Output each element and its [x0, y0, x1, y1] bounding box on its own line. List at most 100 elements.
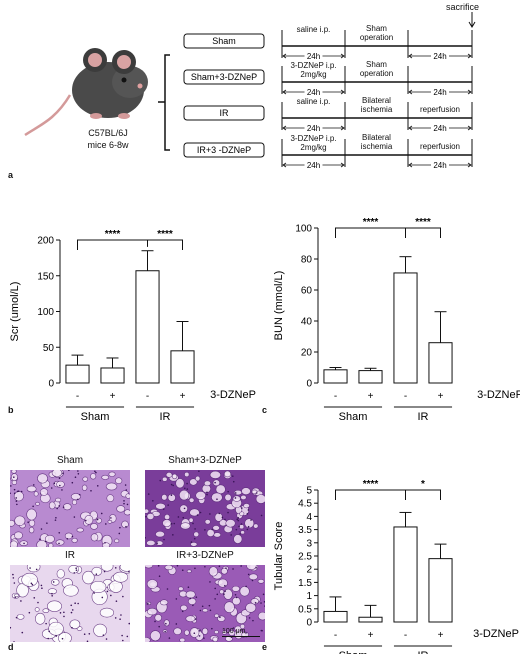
nucleus [206, 491, 208, 494]
nucleus [260, 514, 263, 517]
nucleus [232, 480, 235, 483]
nucleus [95, 471, 97, 474]
y-tick-label-c-2: 40 [301, 317, 313, 328]
tubule [189, 478, 198, 486]
duration-label-0-1: 24h [433, 52, 446, 61]
tubule [167, 493, 176, 502]
nucleus [246, 512, 249, 515]
nucleus [162, 508, 165, 510]
nucleus [73, 516, 76, 518]
tubule [231, 585, 240, 592]
significance-bracket-b-1 [147, 239, 183, 250]
tubule [90, 523, 98, 530]
tubule [145, 637, 151, 642]
nucleus [156, 542, 158, 544]
nucleus [158, 625, 160, 628]
x-tick-label-b-3: + [180, 391, 186, 402]
y-tick-label-e-4: 2 [306, 565, 312, 576]
nucleus [236, 518, 239, 521]
tubule [239, 586, 250, 597]
tubule [48, 621, 64, 636]
tubule [188, 517, 194, 523]
nucleus [214, 587, 217, 590]
nucleus [208, 604, 211, 607]
arrow-head-r-2-0 [340, 125, 345, 131]
bar-e-3 [428, 558, 453, 623]
nucleus [165, 622, 167, 625]
nucleus [192, 604, 194, 607]
tubule [184, 629, 190, 636]
tubule [220, 567, 228, 575]
x-tick-label-e-0: - [334, 630, 337, 641]
tubule [233, 534, 243, 544]
mid-label-1: Sham operation [360, 60, 393, 78]
nucleus [13, 476, 15, 479]
nucleus [46, 522, 48, 524]
tubule [187, 597, 197, 605]
nucleus [262, 593, 265, 596]
nucleus [104, 541, 106, 544]
nucleus [147, 602, 149, 605]
tubule [55, 497, 62, 503]
nucleus [260, 629, 263, 632]
tubule [76, 527, 84, 533]
nucleus [232, 627, 235, 629]
mid-label-0: Sham operation [360, 24, 393, 42]
tubule [116, 505, 126, 513]
nucleus [13, 492, 16, 495]
nucleus [15, 497, 18, 499]
tubule [208, 566, 219, 577]
significance-bracket-e-0 [335, 489, 406, 500]
nucleus [221, 516, 224, 519]
nucleus [47, 637, 50, 640]
nucleus [12, 573, 14, 576]
nucleus [157, 565, 160, 567]
tubule [145, 508, 150, 514]
tubule [240, 530, 245, 535]
micrograph-ir [10, 565, 130, 642]
tubule [204, 519, 211, 525]
nucleus [28, 611, 31, 614]
arrow-head-l-2-0 [282, 125, 287, 131]
tubule [190, 541, 198, 547]
tubule [165, 472, 173, 478]
nucleus [32, 505, 34, 508]
nucleus [78, 493, 81, 496]
tubule [257, 611, 265, 621]
nucleus [250, 519, 252, 521]
significance-label-c-1: **** [415, 217, 431, 228]
tubule [90, 473, 97, 480]
nucleus [194, 528, 196, 530]
nucleus [234, 593, 237, 596]
nucleus [216, 498, 218, 500]
nucleus [214, 481, 216, 484]
tubule [55, 539, 65, 546]
tubule [245, 602, 257, 613]
tubule [93, 623, 108, 637]
nucleus [29, 567, 31, 569]
tubule [217, 578, 228, 588]
nucleus [235, 528, 238, 531]
nucleus [95, 573, 98, 576]
mid-label-3: Bilateral ischemia [361, 133, 393, 151]
tubule [125, 493, 130, 499]
x-tick-label-e-3: + [438, 630, 444, 641]
group-label-c-0: Sham [339, 411, 368, 423]
nucleus [218, 565, 221, 568]
nucleus [224, 518, 226, 521]
nucleus [247, 573, 250, 576]
x-tick-label-c-0: - [334, 391, 337, 402]
nucleus [90, 489, 92, 492]
nucleus [121, 634, 123, 637]
tubule [180, 522, 191, 530]
nucleus [240, 523, 243, 525]
x-tick-label-e-2: - [404, 630, 407, 641]
bar-e-0 [323, 610, 348, 623]
nucleus [209, 581, 211, 583]
nucleus [62, 472, 64, 475]
tubule [26, 485, 37, 493]
tubule [213, 532, 222, 538]
nucleus [118, 532, 121, 535]
nucleus [187, 586, 190, 588]
